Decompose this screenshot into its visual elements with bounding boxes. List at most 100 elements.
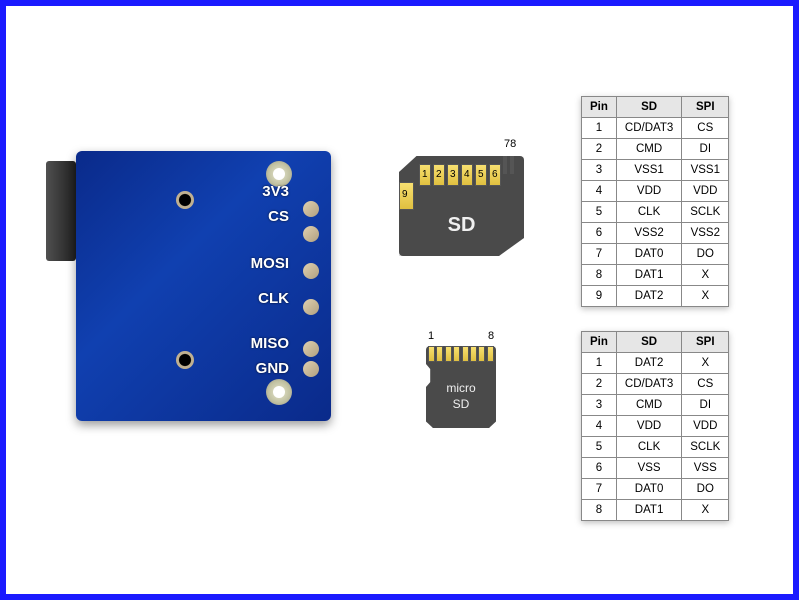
pad-1 — [303, 201, 319, 217]
table-cell: DI — [682, 395, 729, 416]
label-gnd: GND — [256, 360, 289, 377]
table-row: 9DAT2X — [582, 286, 729, 307]
table-cell: 4 — [582, 416, 617, 437]
sd-card: 78 9 123456 SD — [399, 156, 524, 276]
table-cell: VDD — [616, 181, 681, 202]
table-cell: CMD — [616, 395, 681, 416]
table-row: 8DAT1X — [582, 500, 729, 521]
table-row: 5CLKSCLK — [582, 202, 729, 223]
table-cell: CS — [682, 374, 729, 395]
table-row: 6VSSVSS — [582, 458, 729, 479]
col-header: Pin — [582, 97, 617, 118]
table-cell: X — [682, 265, 729, 286]
table-cell: 6 — [582, 458, 617, 479]
sd-contact-label-6: 6 — [492, 169, 498, 180]
microsd-contact-6 — [470, 346, 477, 362]
sd-notch-label: 9 — [402, 189, 408, 200]
table-cell: VSS — [682, 458, 729, 479]
microsd-label-line1: micro — [446, 381, 475, 395]
label-clk: CLK — [258, 290, 289, 307]
table-cell: 3 — [582, 395, 617, 416]
diagram-frame: 3V3 CS MOSI CLK MISO GND 78 9 123456 SD … — [0, 0, 799, 600]
table-body: 1CD/DAT3CS2CMDDI3VSS1VSS14VDDVDD5CLKSCLK… — [582, 118, 729, 307]
screw-bottom — [176, 351, 194, 369]
table-cell: CLK — [616, 202, 681, 223]
table-row: 6VSS2VSS2 — [582, 223, 729, 244]
table-row: 3CMDDI — [582, 395, 729, 416]
table-cell: X — [682, 286, 729, 307]
table-cell: VDD — [682, 181, 729, 202]
label-3v3: 3V3 — [262, 183, 289, 200]
table-row: 3VSS1VSS1 — [582, 160, 729, 181]
table-cell: 7 — [582, 479, 617, 500]
microsd-label: micro SD — [446, 381, 475, 412]
table-header-row: PinSDSPI — [582, 332, 729, 353]
table-cell: DAT1 — [616, 500, 681, 521]
table-header-row: PinSDSPI — [582, 97, 729, 118]
col-header: SD — [616, 97, 681, 118]
table-row: 4VDDVDD — [582, 181, 729, 202]
sd-contact-label-4: 4 — [464, 169, 470, 180]
col-header: SD — [616, 332, 681, 353]
col-header: SPI — [682, 97, 729, 118]
sd-pin8 — [510, 156, 514, 174]
table-cell: 1 — [582, 353, 617, 374]
table-cell: X — [682, 353, 729, 374]
pad-3 — [303, 263, 319, 279]
table-row: 7DAT0DO — [582, 244, 729, 265]
table-body: 1DAT2X2CD/DAT3CS3CMDDI4VDDVDD5CLKSCLK6VS… — [582, 353, 729, 521]
microsd-label-line2: SD — [453, 397, 470, 411]
sd-contact-1: 1 — [419, 164, 431, 186]
sd-contact-label-1: 1 — [422, 169, 428, 180]
pad-6 — [303, 361, 319, 377]
table-cell: DI — [682, 139, 729, 160]
microsd-card: 1 8 micro SD — [426, 346, 496, 451]
table-cell: CLK — [616, 437, 681, 458]
pad-5 — [303, 341, 319, 357]
microsd-contact-3 — [445, 346, 452, 362]
table-cell: 6 — [582, 223, 617, 244]
microsd-contact-7 — [478, 346, 485, 362]
microsd-pinout-table: PinSDSPI 1DAT2X2CD/DAT3CS3CMDDI4VDDVDD5C… — [581, 331, 729, 521]
microsd-contact-2 — [436, 346, 443, 362]
table-cell: VSS1 — [682, 160, 729, 181]
sd-contact-label-5: 5 — [478, 169, 484, 180]
table-cell: 3 — [582, 160, 617, 181]
table-cell: DAT1 — [616, 265, 681, 286]
table-cell: 2 — [582, 374, 617, 395]
pcb-board: 3V3 CS MOSI CLK MISO GND — [76, 151, 331, 421]
sd-contact-3: 3 — [447, 164, 459, 186]
mount-hole-br — [266, 379, 292, 405]
table-cell: CD/DAT3 — [616, 118, 681, 139]
table-cell: 5 — [582, 437, 617, 458]
table-row: 2CD/DAT3CS — [582, 374, 729, 395]
table-cell: SCLK — [682, 202, 729, 223]
table-cell: VSS1 — [616, 160, 681, 181]
sd-contact-5: 5 — [475, 164, 487, 186]
col-header: Pin — [582, 332, 617, 353]
sd-label: SD — [448, 214, 476, 237]
sd-contact-6: 6 — [489, 164, 501, 186]
table-cell: CD/DAT3 — [616, 374, 681, 395]
table-row: 5CLKSCLK — [582, 437, 729, 458]
table-cell: DAT2 — [616, 353, 681, 374]
screw-top — [176, 191, 194, 209]
microsd-contact-4 — [453, 346, 460, 362]
sd-contact-label-3: 3 — [450, 169, 456, 180]
sd-contact-label-2: 2 — [436, 169, 442, 180]
microsd-contact-1 — [428, 346, 435, 362]
table-cell: 4 — [582, 181, 617, 202]
microsd-label-8: 8 — [488, 330, 494, 342]
table-cell: 5 — [582, 202, 617, 223]
sd-contact-2: 2 — [433, 164, 445, 186]
label-miso: MISO — [251, 335, 289, 352]
table-cell: DO — [682, 244, 729, 265]
table-cell: 9 — [582, 286, 617, 307]
microsd-contact-5 — [462, 346, 469, 362]
sd-contact-4: 4 — [461, 164, 473, 186]
table-row: 2CMDDI — [582, 139, 729, 160]
table-cell: VDD — [682, 416, 729, 437]
table-cell: CS — [682, 118, 729, 139]
pad-2 — [303, 226, 319, 242]
sd-label-78: 78 — [504, 138, 516, 150]
